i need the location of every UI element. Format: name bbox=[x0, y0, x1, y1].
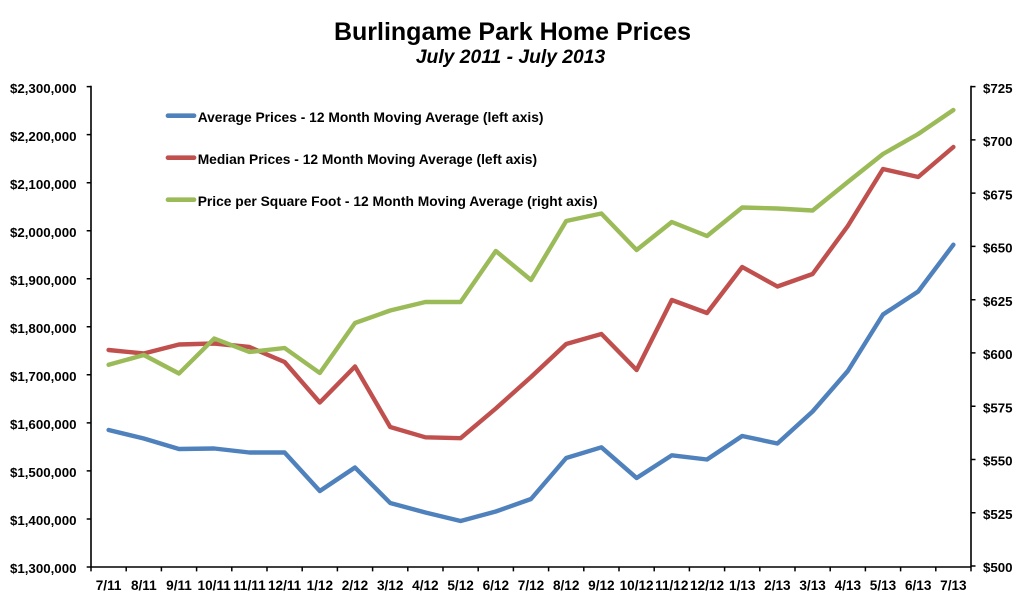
svg-text:10/12: 10/12 bbox=[620, 578, 654, 593]
svg-text:$675: $675 bbox=[983, 187, 1013, 202]
svg-text:$550: $550 bbox=[983, 454, 1013, 469]
svg-text:$725: $725 bbox=[983, 81, 1013, 96]
svg-text:12/11: 12/11 bbox=[268, 578, 302, 593]
svg-text:3/13: 3/13 bbox=[799, 578, 826, 593]
svg-text:5/13: 5/13 bbox=[870, 578, 897, 593]
svg-text:8/12: 8/12 bbox=[553, 578, 580, 593]
svg-text:$1,700,000: $1,700,000 bbox=[10, 369, 77, 384]
svg-text:7/12: 7/12 bbox=[518, 578, 545, 593]
svg-text:2/12: 2/12 bbox=[342, 578, 369, 593]
svg-text:$1,900,000: $1,900,000 bbox=[10, 273, 77, 288]
svg-text:12/12: 12/12 bbox=[690, 578, 724, 593]
svg-text:$500: $500 bbox=[983, 560, 1013, 575]
svg-text:8/11: 8/11 bbox=[131, 578, 157, 593]
svg-text:9/11: 9/11 bbox=[166, 578, 192, 593]
svg-text:$2,100,000: $2,100,000 bbox=[10, 177, 77, 192]
svg-text:Burlingame Park Home Prices: Burlingame Park Home Prices bbox=[334, 18, 691, 46]
svg-text:1/13: 1/13 bbox=[729, 578, 756, 593]
svg-text:$1,500,000: $1,500,000 bbox=[10, 465, 77, 480]
svg-text:1/12: 1/12 bbox=[307, 578, 334, 593]
svg-text:Average Prices - 12 Month Movi: Average Prices - 12 Month Moving Average… bbox=[198, 110, 544, 125]
svg-text:Median Prices - 12 Month Movin: Median Prices - 12 Month Moving Average … bbox=[198, 152, 537, 167]
svg-text:7/11: 7/11 bbox=[96, 578, 122, 593]
svg-text:4/13: 4/13 bbox=[835, 578, 862, 593]
svg-text:$2,200,000: $2,200,000 bbox=[10, 129, 77, 144]
svg-text:11/11: 11/11 bbox=[233, 578, 266, 593]
svg-text:July 2011 - July 2013: July 2011 - July 2013 bbox=[416, 47, 606, 68]
svg-text:5/12: 5/12 bbox=[447, 578, 474, 593]
svg-text:Price per Square Foot - 12 Mon: Price per Square Foot - 12 Month Moving … bbox=[198, 194, 598, 209]
svg-text:$525: $525 bbox=[983, 507, 1013, 522]
svg-text:4/12: 4/12 bbox=[412, 578, 439, 593]
svg-text:6/12: 6/12 bbox=[483, 578, 510, 593]
svg-text:2/13: 2/13 bbox=[764, 578, 791, 593]
svg-text:6/13: 6/13 bbox=[905, 578, 932, 593]
svg-text:$625: $625 bbox=[983, 294, 1013, 309]
svg-text:$1,600,000: $1,600,000 bbox=[10, 417, 77, 432]
svg-text:10/11: 10/11 bbox=[198, 578, 232, 593]
svg-text:$1,400,000: $1,400,000 bbox=[10, 513, 77, 528]
svg-text:$600: $600 bbox=[983, 347, 1013, 362]
svg-text:7/13: 7/13 bbox=[940, 578, 967, 593]
svg-text:$2,000,000: $2,000,000 bbox=[10, 225, 77, 240]
svg-text:11/12: 11/12 bbox=[655, 578, 689, 593]
svg-text:$575: $575 bbox=[983, 400, 1013, 415]
svg-text:$700: $700 bbox=[983, 134, 1013, 149]
svg-text:$2,300,000: $2,300,000 bbox=[10, 81, 77, 96]
svg-text:9/12: 9/12 bbox=[588, 578, 615, 593]
svg-text:$1,800,000: $1,800,000 bbox=[10, 321, 77, 336]
svg-text:$650: $650 bbox=[983, 241, 1013, 256]
svg-text:$1,300,000: $1,300,000 bbox=[10, 561, 77, 576]
svg-text:3/12: 3/12 bbox=[377, 578, 404, 593]
